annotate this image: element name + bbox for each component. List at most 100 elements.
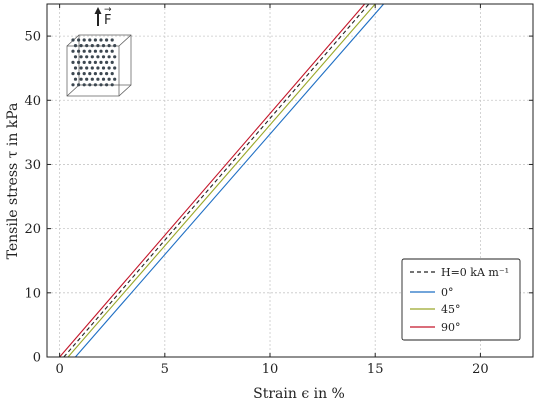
particle-dot [107,44,111,48]
particle-chains-icon [71,38,117,87]
particle-dot [105,49,109,53]
particle-dot [113,66,117,70]
particle-dot [79,77,83,81]
particle-dot [113,77,117,81]
particle-dot [71,60,75,64]
particle-dot [82,72,86,76]
force-vector-arrow-icon: → [104,5,112,15]
force-label: F [104,13,111,28]
legend-label-0deg: 0° [441,286,454,299]
particle-dot [85,44,89,48]
particle-dot [90,66,94,70]
particle-dot [101,66,106,70]
particle-dot [88,83,92,87]
series-line-0 [63,3,370,358]
particle-dot [73,77,78,81]
particle-dot [71,49,75,53]
particle-dot [77,83,81,87]
particle-dot [107,55,111,59]
particle-dot [93,38,97,42]
particle-dot [96,55,100,59]
particle-dot [110,72,114,76]
particle-dot [77,38,81,42]
plot-frame [46,3,534,358]
particle-dot [99,72,103,76]
particle-dot [99,49,103,53]
particle-dot [88,60,92,64]
particle-dot [79,55,83,59]
particle-dot [73,44,78,48]
particle-dot [85,66,89,70]
series-line-1 [74,3,385,358]
x-tick-label: 20 [472,362,489,377]
legend-label-45deg: 45° [441,303,461,316]
x-tick-label: 0 [55,362,63,377]
particle-dot [105,38,109,42]
y-axis-label: Tensile stress τ in kPa [5,103,21,260]
particle-dot [71,83,75,87]
particle-dot [88,49,92,53]
y-tick-label: 20 [24,222,41,237]
y-tick-label: 10 [24,286,41,301]
particle-dot [96,44,100,48]
particle-cube-inset: F → [66,5,132,97]
particle-dot [96,77,100,81]
particle-dot [110,60,114,64]
cube-icon [66,34,132,97]
particle-dot [88,72,92,76]
series-lines [59,3,385,358]
particle-dot [90,77,94,81]
particle-dot [73,66,78,70]
x-tick-label: 15 [367,362,384,377]
particle-dot [77,72,81,76]
particle-dot [99,60,103,64]
particle-dot [110,83,114,87]
legend-label-h0: H=0 kA m⁻¹ [441,266,509,279]
particle-dot [88,38,92,42]
particle-dot [113,44,117,48]
particle-dot [113,55,117,59]
particle-dot [93,83,97,87]
particle-dot [82,60,86,64]
particle-dot [79,66,83,70]
particle-dot [82,38,86,42]
particle-dot [96,66,100,70]
series-line-3 [59,3,366,358]
series-line-2 [67,3,376,358]
particle-dot [99,83,103,87]
particle-dot [85,77,89,81]
particle-dot [79,44,83,48]
force-arrow-icon [94,7,102,26]
y-tick-label: 30 [24,158,41,173]
particle-dot [105,83,109,87]
particle-dot [101,44,106,48]
particle-dot [73,55,78,59]
particle-dot [93,60,97,64]
particle-dot [71,72,75,76]
particle-dot [110,49,114,53]
particle-dot [93,49,97,53]
y-tick-label: 50 [24,30,41,45]
x-axis-label: Strain ϵ in % [253,386,345,402]
particle-dot [101,77,106,81]
ticks: 0 5 10 15 20 0 10 20 30 40 50 [24,4,533,377]
particle-dot [90,44,94,48]
particle-dot [77,60,81,64]
particle-dot [93,72,97,76]
particle-dot [105,72,109,76]
particle-dot [107,66,111,70]
particle-dot [82,83,86,87]
y-tick-label: 40 [24,94,41,109]
legend: H=0 kA m⁻¹ 0° 45° 90° [401,258,521,341]
particle-dot [105,60,109,64]
legend-box [401,258,521,341]
particle-dot [107,77,111,81]
particle-dot [85,55,89,59]
y-tick-label: 0 [33,351,41,366]
x-tick-label: 5 [161,362,169,377]
particle-dot [110,38,114,42]
legend-label-90deg: 90° [441,321,461,334]
particle-dot [90,55,94,59]
particle-dot [77,49,81,53]
